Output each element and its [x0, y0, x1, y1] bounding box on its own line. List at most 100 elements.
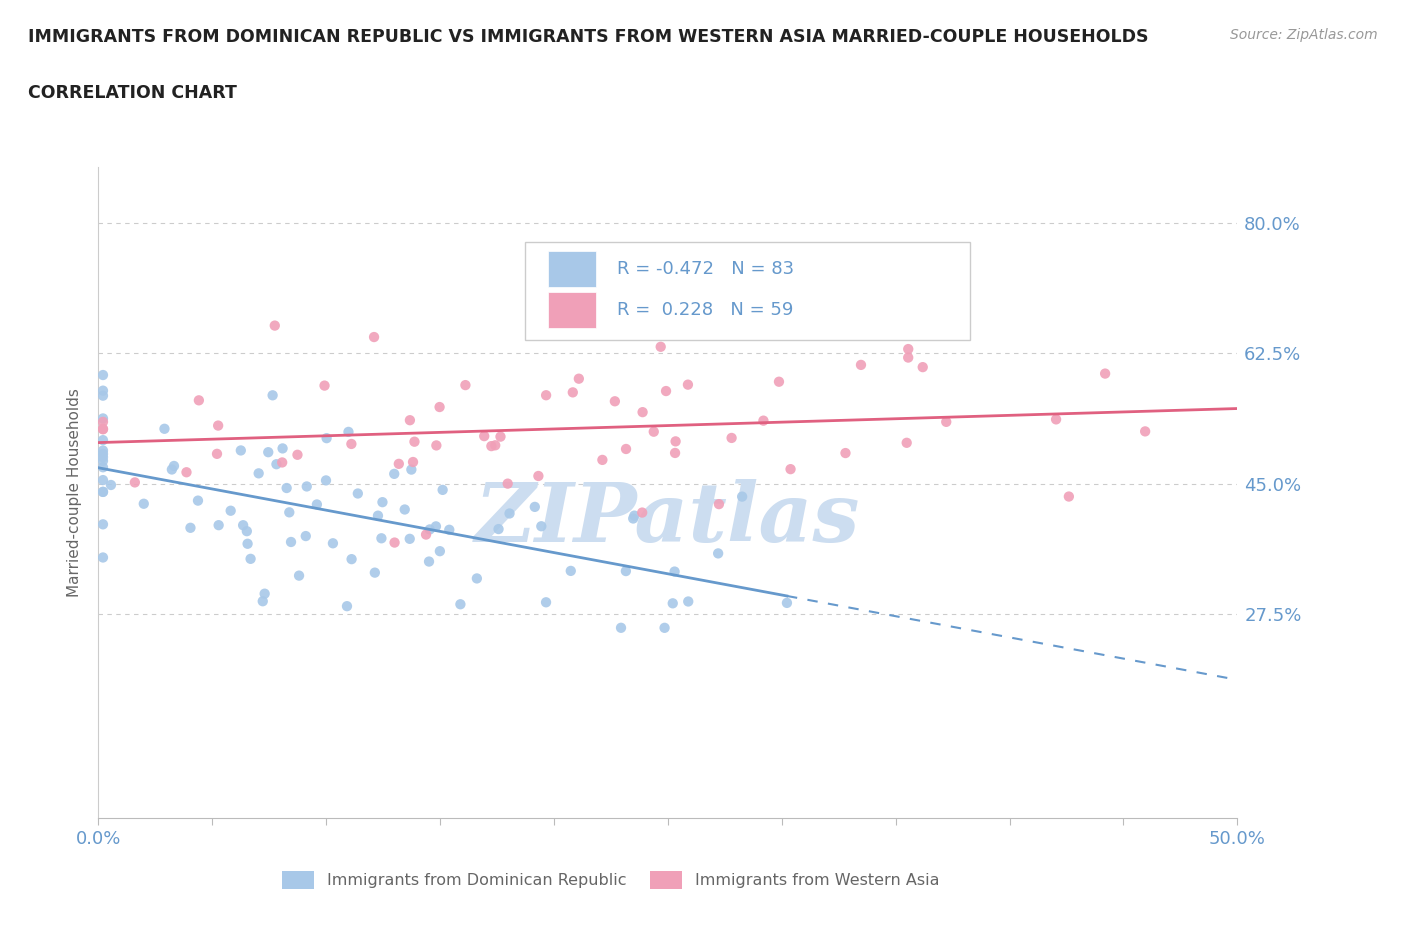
FancyBboxPatch shape: [548, 292, 596, 327]
Point: [429, 544, 451, 559]
Point: [454, 378, 477, 392]
Point: [655, 383, 678, 398]
Point: [834, 445, 856, 460]
Point: [731, 489, 754, 504]
Point: [229, 443, 252, 458]
Point: [432, 483, 454, 498]
Point: [91, 421, 114, 436]
Point: [257, 445, 280, 459]
Point: [415, 527, 437, 542]
Point: [236, 537, 259, 551]
Point: [664, 445, 686, 460]
Point: [314, 379, 336, 393]
Point: [239, 551, 262, 566]
Point: [614, 442, 637, 457]
Point: [153, 421, 176, 436]
Point: [399, 413, 422, 428]
Legend: Immigrants from Dominican Republic, Immigrants from Western Asia: Immigrants from Dominican Republic, Immi…: [276, 865, 946, 895]
Point: [488, 522, 510, 537]
Text: R = -0.472   N = 83: R = -0.472 N = 83: [617, 259, 794, 278]
Point: [266, 457, 288, 472]
Point: [207, 418, 229, 433]
Point: [280, 535, 302, 550]
Point: [91, 383, 114, 398]
Point: [498, 506, 520, 521]
Point: [236, 524, 259, 538]
Point: [91, 485, 114, 499]
Point: [911, 360, 934, 375]
Point: [935, 415, 957, 430]
Point: [707, 546, 730, 561]
Point: [271, 455, 294, 470]
Point: [91, 367, 114, 382]
Point: [603, 393, 626, 408]
Point: [388, 457, 411, 472]
Point: [678, 594, 700, 609]
Point: [404, 434, 426, 449]
Point: [363, 329, 385, 344]
Point: [418, 554, 440, 569]
Point: [247, 466, 270, 481]
Point: [449, 597, 471, 612]
Point: [91, 422, 114, 437]
Text: ZIPatlas: ZIPatlas: [475, 479, 860, 559]
Point: [305, 497, 328, 512]
Point: [654, 620, 676, 635]
Point: [849, 357, 872, 372]
Point: [176, 465, 198, 480]
Y-axis label: Married-couple Households: Married-couple Households: [67, 389, 83, 597]
Point: [263, 318, 285, 333]
Point: [398, 531, 420, 546]
Point: [676, 378, 699, 392]
Point: [401, 462, 423, 477]
Point: [219, 503, 242, 518]
Point: [337, 424, 360, 439]
Point: [232, 518, 254, 533]
Point: [382, 467, 405, 482]
Point: [276, 481, 298, 496]
Point: [364, 565, 387, 580]
Point: [779, 461, 801, 476]
Point: [530, 519, 553, 534]
Point: [288, 568, 311, 583]
Point: [91, 485, 114, 499]
Point: [294, 528, 316, 543]
Point: [91, 388, 114, 403]
Point: [367, 508, 389, 523]
Point: [91, 517, 114, 532]
Point: [340, 436, 363, 451]
Point: [631, 405, 654, 419]
Point: [650, 339, 672, 354]
FancyBboxPatch shape: [548, 251, 596, 286]
Point: [768, 374, 790, 389]
Point: [208, 518, 231, 533]
Point: [160, 462, 183, 477]
Point: [91, 415, 114, 430]
Point: [496, 476, 519, 491]
Point: [205, 446, 228, 461]
Point: [163, 458, 186, 473]
Point: [287, 447, 309, 462]
Point: [534, 388, 557, 403]
Point: [560, 564, 582, 578]
Point: [91, 472, 114, 487]
Point: [91, 443, 114, 458]
Point: [623, 508, 645, 523]
Point: [91, 550, 114, 565]
Point: [425, 519, 447, 534]
Point: [179, 521, 201, 536]
Text: R =  0.228   N = 59: R = 0.228 N = 59: [617, 300, 793, 319]
Point: [897, 350, 920, 365]
Point: [665, 434, 688, 449]
Point: [720, 431, 742, 445]
Point: [472, 429, 495, 444]
Point: [124, 475, 146, 490]
Point: [661, 596, 683, 611]
Point: [1133, 424, 1156, 439]
Point: [419, 522, 441, 537]
Point: [776, 595, 799, 610]
Point: [896, 435, 918, 450]
Point: [429, 400, 451, 415]
Point: [1057, 489, 1080, 504]
Point: [340, 551, 363, 566]
